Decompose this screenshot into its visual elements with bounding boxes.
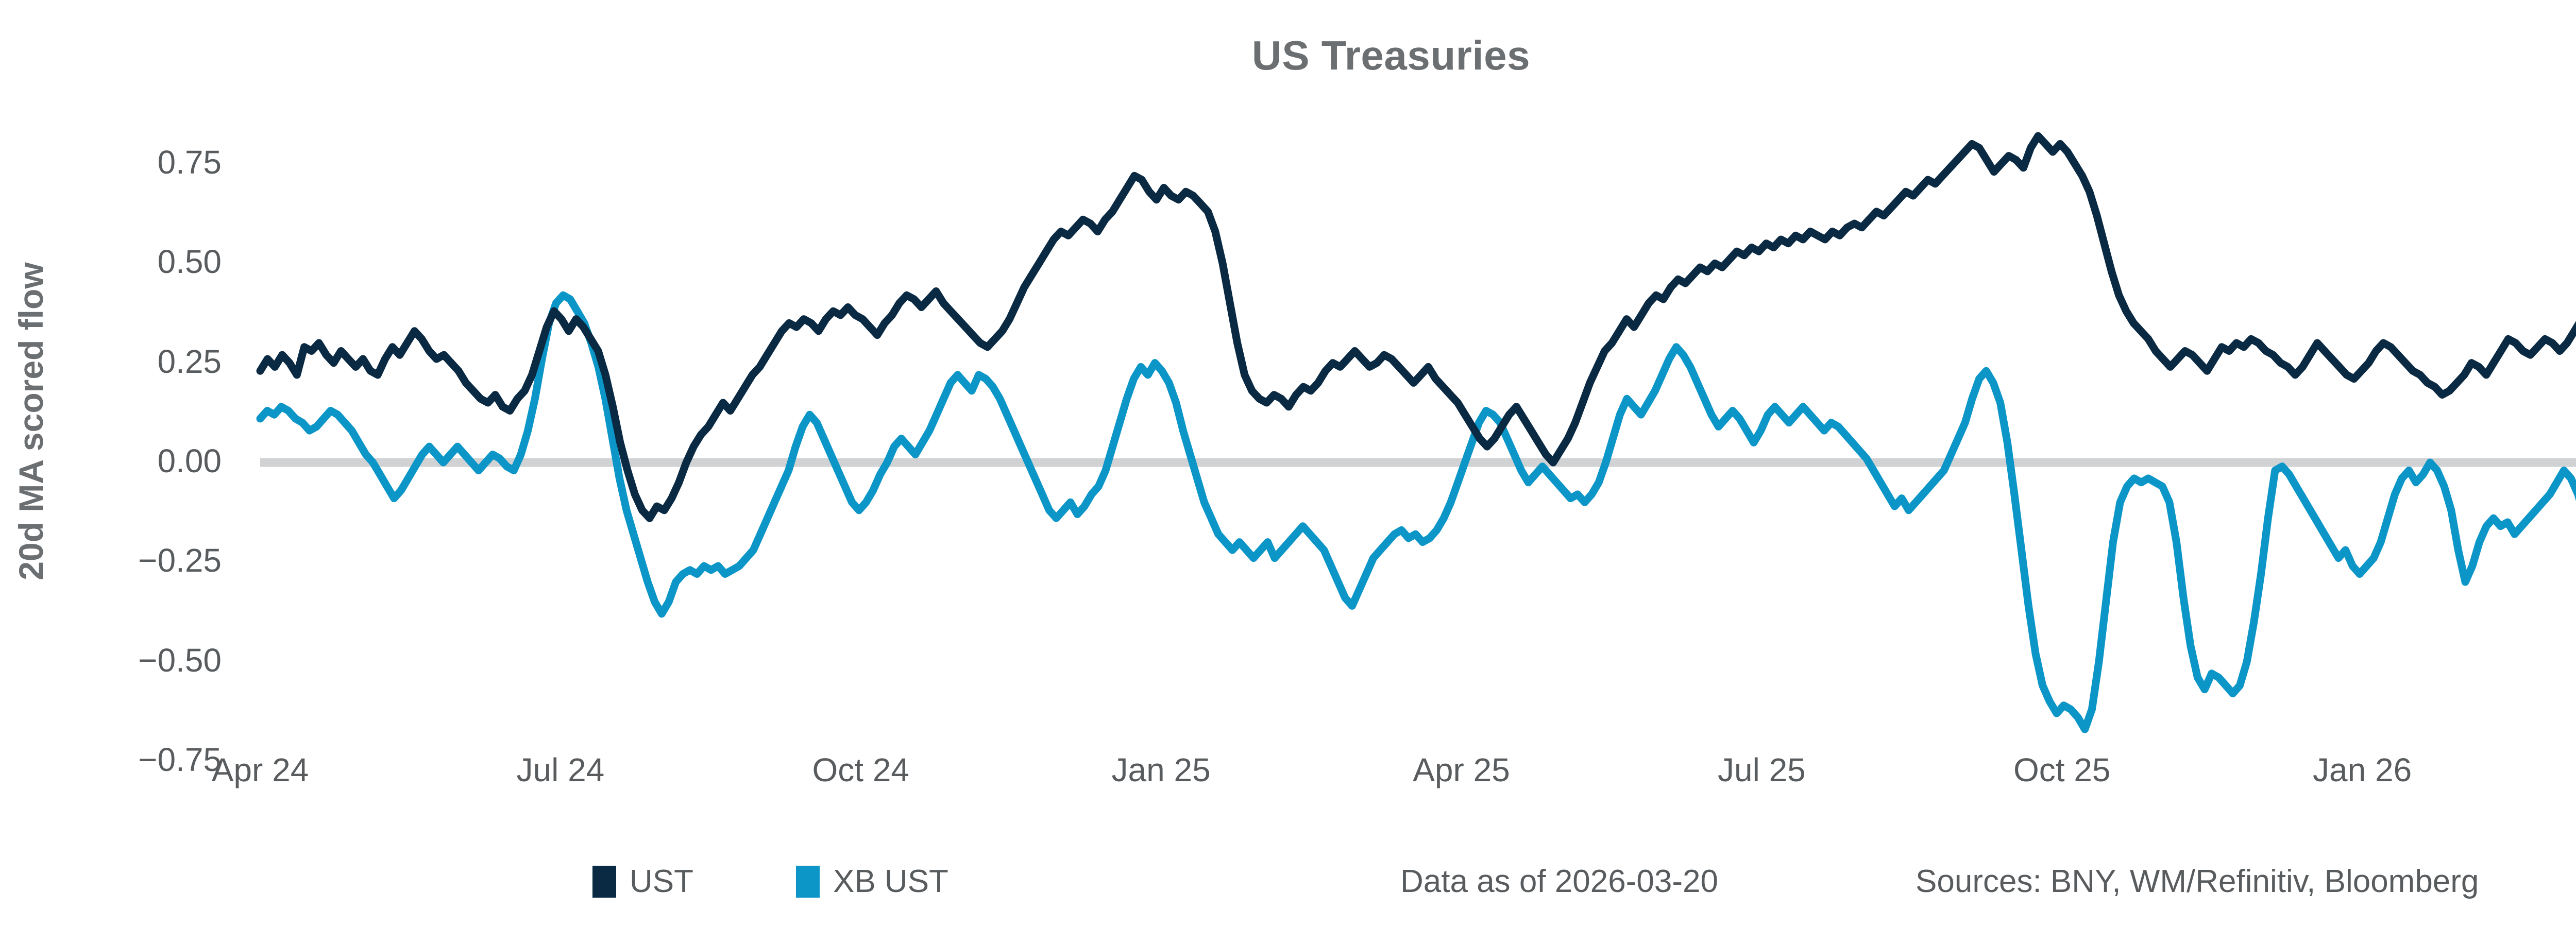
legend-label-ust: UST [630, 864, 693, 899]
y-tick-label: 0.75 [157, 144, 222, 181]
y-tick-label: −0.25 [138, 542, 222, 579]
x-tick-label: Jan 26 [2313, 751, 2412, 788]
x-tick-label: Oct 24 [812, 751, 910, 788]
page-title: US Treasuries [1251, 32, 1531, 78]
x-tick-label: Apr 24 [211, 751, 309, 788]
x-tick-label: Jan 25 [1111, 751, 1211, 788]
legend-item-ust[interactable]: UST [592, 863, 693, 900]
y-tick-label: 0.00 [157, 442, 222, 479]
legend-swatch-xb-ust [796, 865, 820, 898]
legend-label-xb-ust: XB UST [833, 864, 948, 899]
x-tick-label: Jul 25 [1717, 751, 1806, 788]
y-tick-label: −0.50 [138, 641, 222, 679]
chart-legend: UST XB UST [0, 859, 2576, 921]
x-tick-label: Oct 25 [2013, 751, 2111, 788]
series-line-ust [256, 132, 2576, 522]
series-line-xb-ust [256, 291, 2576, 733]
y-tick-label: −0.75 [138, 741, 222, 778]
x-tick-label: Apr 25 [1413, 751, 1510, 788]
x-tick-label: Jul 24 [516, 751, 605, 788]
y-tick-label: 0.50 [157, 243, 222, 281]
y-tick-label: 0.25 [157, 342, 222, 380]
sources-note: Sources: BNY, WM/Refinitiv, Bloomberg [1916, 864, 2479, 899]
legend-item-xb-ust[interactable]: XB UST [796, 863, 948, 900]
data-as-of-note: Data as of 2026-03-20 [1400, 864, 1718, 899]
legend-swatch-ust [592, 865, 616, 898]
